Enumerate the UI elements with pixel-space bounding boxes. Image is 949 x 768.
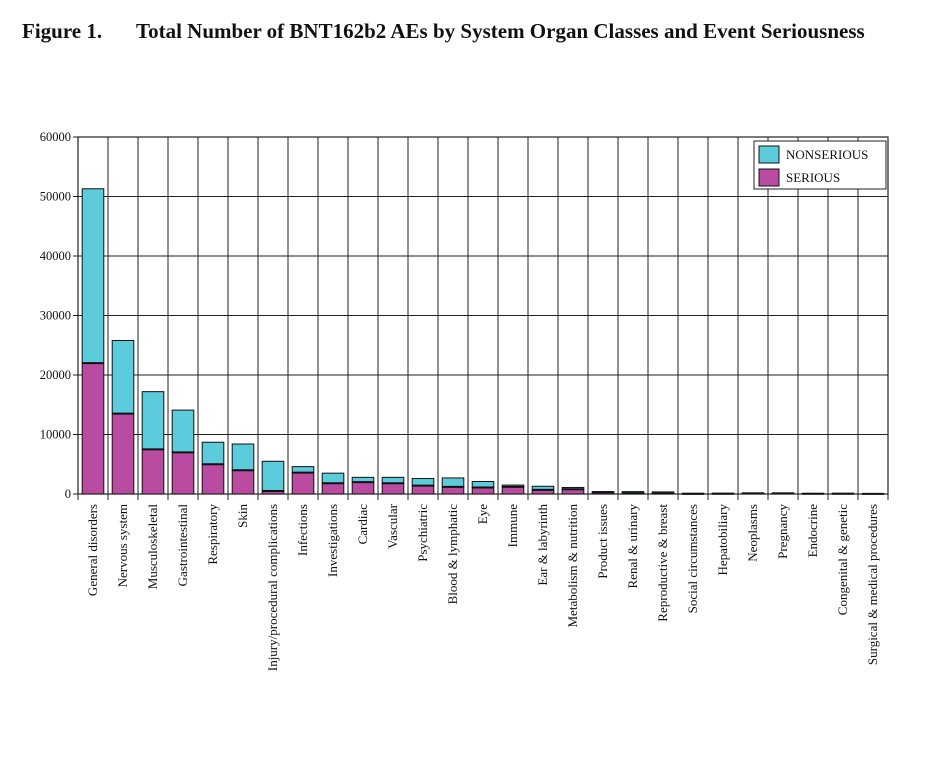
x-category-label: Immune bbox=[505, 504, 520, 548]
bar-serious bbox=[501, 486, 525, 495]
x-category-label: Social circumstances bbox=[685, 504, 700, 613]
x-category-label: Musculoskeletal bbox=[145, 504, 160, 590]
bar-serious bbox=[201, 463, 225, 495]
legend-swatch-nonserious bbox=[758, 145, 780, 164]
y-tick-label: 60000 bbox=[40, 130, 71, 144]
bar-nonserious bbox=[411, 478, 435, 487]
bar-nonserious bbox=[81, 188, 105, 364]
x-category-label: Nervous system bbox=[115, 504, 130, 587]
x-category-label: Product issues bbox=[595, 504, 610, 579]
x-category-label: General disorders bbox=[85, 504, 100, 596]
x-category-label: Skin bbox=[235, 504, 250, 528]
bar-nonserious bbox=[261, 460, 285, 492]
bar-nonserious bbox=[111, 339, 135, 415]
y-tick-label: 30000 bbox=[40, 309, 71, 323]
x-category-label: Blood & lymphatic bbox=[445, 504, 460, 605]
x-category-label: Hepatobiliary bbox=[715, 504, 730, 576]
x-category-label: Surgical & medical procedures bbox=[865, 504, 880, 665]
bar-serious bbox=[321, 482, 345, 495]
x-category-label: Gastrointestinal bbox=[175, 504, 190, 587]
figure-label: Figure 1. bbox=[22, 19, 103, 43]
bar-serious bbox=[411, 485, 435, 495]
bar-serious bbox=[381, 482, 405, 495]
x-category-label: Congenital & genetic bbox=[835, 504, 850, 615]
bar-serious bbox=[171, 451, 195, 495]
bar-nonserious bbox=[321, 472, 345, 484]
x-category-label: Vascular bbox=[385, 503, 400, 548]
y-tick-label: 0 bbox=[65, 487, 71, 501]
x-category-label: Investigations bbox=[325, 504, 340, 577]
x-category-label: Eye bbox=[475, 504, 490, 524]
x-category-label: Ear & labyrinth bbox=[535, 504, 550, 586]
bar-nonserious bbox=[171, 409, 195, 453]
x-category-label: Renal & urinary bbox=[625, 504, 640, 589]
x-category-label: Neoplasms bbox=[745, 504, 760, 562]
x-category-label: Psychiatric bbox=[415, 504, 430, 562]
x-category-label: Injury/procedural complications bbox=[265, 504, 280, 671]
y-tick-label: 20000 bbox=[40, 368, 71, 382]
bar-nonserious bbox=[141, 391, 165, 450]
bar-nonserious bbox=[231, 443, 255, 471]
bar-serious bbox=[141, 448, 165, 495]
y-tick-label: 50000 bbox=[40, 190, 71, 204]
bar-nonserious bbox=[441, 477, 465, 488]
x-category-label: Reproductive & breast bbox=[655, 504, 670, 622]
y-tick-label: 10000 bbox=[40, 428, 71, 442]
bar-serious bbox=[111, 413, 135, 495]
x-category-label: Cardiac bbox=[355, 504, 370, 545]
x-category-label: Pregnancy bbox=[775, 504, 790, 559]
legend-label-serious: SERIOUS bbox=[786, 170, 840, 185]
bar-serious bbox=[81, 362, 105, 495]
bar-nonserious bbox=[201, 441, 225, 465]
bar-serious bbox=[441, 486, 465, 495]
legend-label-nonserious: NONSERIOUS bbox=[786, 147, 868, 162]
figure-title-text: Total Number of BNT162b2 AEs by System O… bbox=[136, 19, 865, 43]
x-category-label: Metabolism & nutrition bbox=[565, 504, 580, 628]
bar-serious bbox=[351, 481, 375, 495]
x-category-label: Respiratory bbox=[205, 504, 220, 565]
bar-serious bbox=[231, 469, 255, 495]
x-category-label: Endocrine bbox=[805, 504, 820, 558]
x-category-label: Infections bbox=[295, 504, 310, 556]
y-tick-label: 40000 bbox=[40, 249, 71, 263]
legend: NONSERIOUS SERIOUS bbox=[753, 140, 887, 190]
bar-serious bbox=[291, 472, 315, 495]
legend-swatch-serious bbox=[758, 168, 780, 187]
